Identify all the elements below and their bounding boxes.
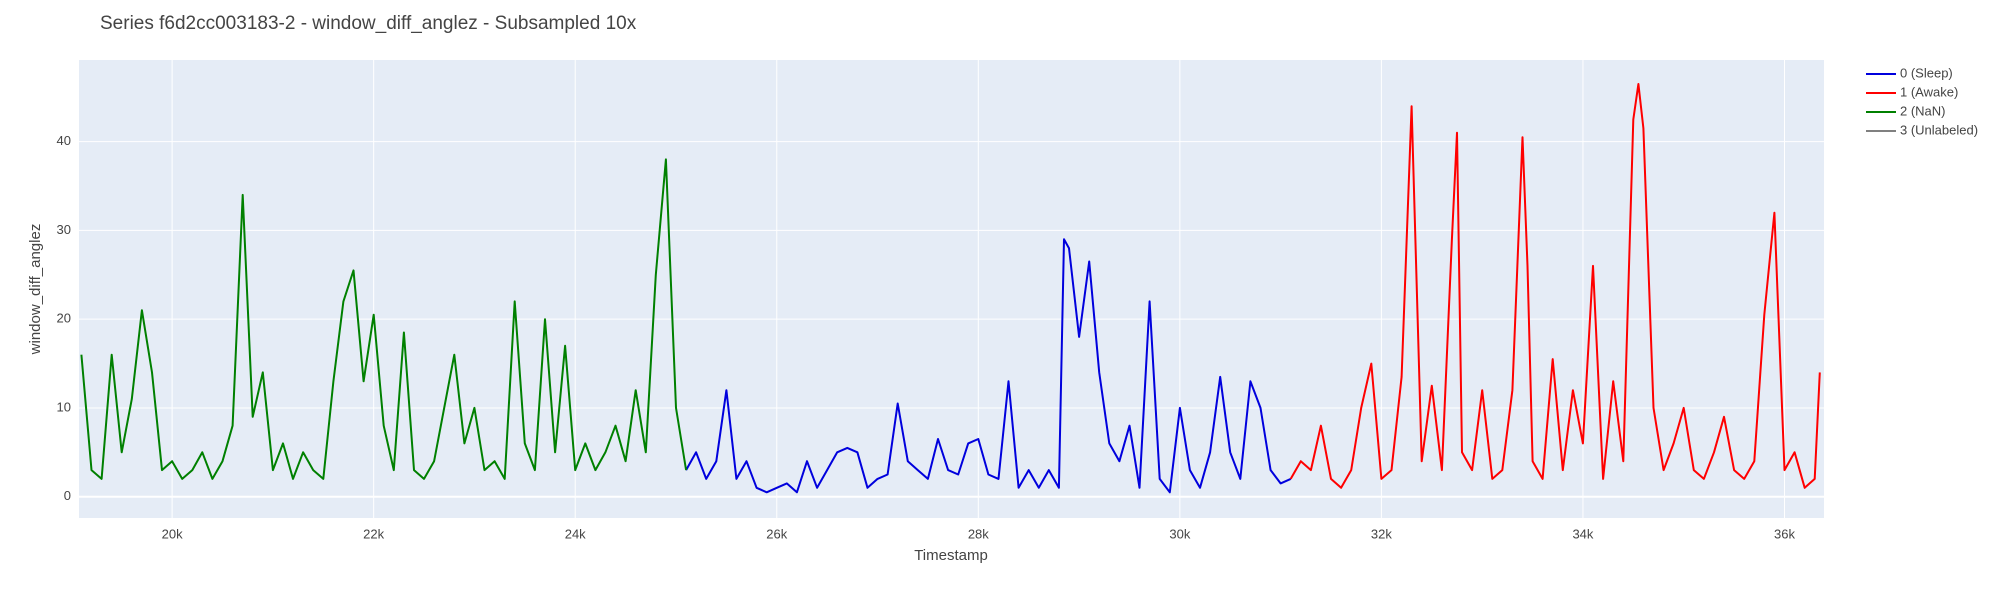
legend-label: 1 (Awake) — [1900, 84, 1958, 99]
x-tick-label: 24k — [565, 526, 586, 541]
y-axis-label: window_diff_anglez — [27, 224, 44, 356]
x-tick-label: 34k — [1572, 526, 1593, 541]
series-line — [1289, 83, 1821, 489]
x-axis-label: Timestamp — [914, 547, 988, 564]
y-tick-label: 10 — [57, 399, 71, 414]
plot-background — [79, 60, 1824, 518]
x-tick-label: 28k — [968, 526, 989, 541]
chart-title: Series f6d2cc003183-2 - window_diff_angl… — [100, 13, 637, 34]
y-tick-label: 30 — [57, 222, 71, 237]
plot-lines — [80, 83, 1821, 494]
y-tick-label: 20 — [57, 311, 71, 326]
x-tick-label: 20k — [162, 526, 183, 541]
x-tick-label: 22k — [363, 526, 384, 541]
x-tick-label: 30k — [1169, 526, 1190, 541]
x-tick-label: 26k — [766, 526, 787, 541]
legend-label: 3 (Unlabeled) — [1900, 122, 1978, 137]
series-line — [80, 158, 688, 480]
y-tick-label: 40 — [57, 133, 71, 148]
y-tick-label: 0 — [64, 488, 71, 503]
x-tick-label: 36k — [1774, 526, 1795, 541]
legend-label: 2 (NaN) — [1900, 103, 1946, 118]
x-tick-label: 32k — [1371, 526, 1392, 541]
series-line — [685, 238, 1292, 494]
legend-label: 0 (Sleep) — [1900, 65, 1953, 80]
